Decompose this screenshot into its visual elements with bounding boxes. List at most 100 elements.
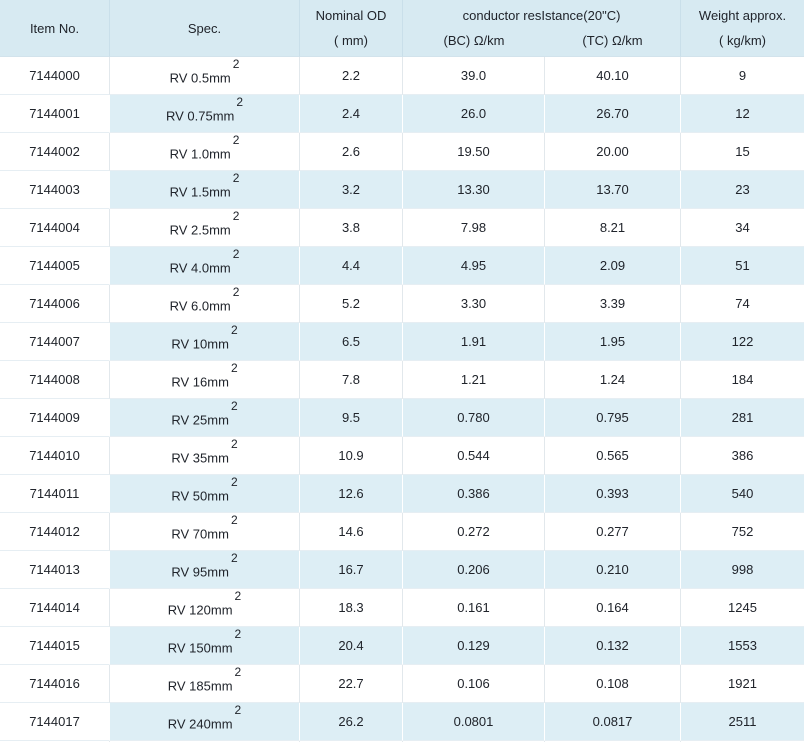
bc-resistance-cell: 0.386 xyxy=(403,475,545,513)
weight-cell: 1921 xyxy=(681,665,804,703)
bc-resistance-cell: 0.106 xyxy=(403,665,545,703)
nominal-od-cell: 18.3 xyxy=(300,589,403,627)
spec-cell: RV 185mm2 xyxy=(110,665,300,703)
nominal-od-cell: 12.6 xyxy=(300,475,403,513)
tc-resistance-cell: 1.95 xyxy=(545,323,682,361)
spec-cell: RV 2.5mm2 xyxy=(110,209,300,247)
spec-superscript: 2 xyxy=(230,475,238,489)
header-row: Item No. Spec. Nominal OD ( mm) conducto… xyxy=(0,0,804,57)
header-weight: Weight approx. ( kg/km) xyxy=(681,0,804,57)
bc-resistance-cell: 1.91 xyxy=(403,323,545,361)
tc-resistance-cell: 20.00 xyxy=(545,133,682,171)
table-row: 7144013 RV 95mm2 16.7 0.206 0.210 998 xyxy=(0,551,804,589)
nominal-od-cell: 5.2 xyxy=(300,285,403,323)
item-no-cell: 7144004 xyxy=(0,209,110,247)
tc-resistance-cell: 1.24 xyxy=(545,361,682,399)
nominal-od-cell: 9.5 xyxy=(300,399,403,437)
tc-resistance-cell: 0.277 xyxy=(545,513,682,551)
table-row: 7144001 RV 0.75mm2 2.4 26.0 26.70 12 xyxy=(0,95,804,133)
spec-superscript: 2 xyxy=(234,703,242,717)
header-spec-label: Spec. xyxy=(187,20,222,36)
spec-text: RV 25mm xyxy=(171,412,229,428)
spec-superscript: 2 xyxy=(234,665,242,679)
table-row: 7144006 RV 6.0mm2 5.2 3.30 3.39 74 xyxy=(0,285,804,323)
tc-resistance-cell: 40.10 xyxy=(545,57,682,95)
spec-cell: RV 1.5mm2 xyxy=(110,171,300,209)
spec-cell: RV 150mm2 xyxy=(110,627,300,665)
table-row: 7144014 RV 120mm2 18.3 0.161 0.164 1245 xyxy=(0,589,804,627)
nominal-od-cell: 3.8 xyxy=(300,209,403,247)
weight-cell: 51 xyxy=(681,247,804,285)
spec-text: RV 150mm xyxy=(167,640,233,656)
item-no-cell: 7144012 xyxy=(0,513,110,551)
spec-text: RV 0.75mm xyxy=(165,108,235,124)
bc-resistance-cell: 7.98 xyxy=(403,209,545,247)
bc-resistance-cell: 0.206 xyxy=(403,551,545,589)
nominal-od-cell: 26.2 xyxy=(300,703,403,741)
spec-text: RV 120mm xyxy=(167,602,233,618)
header-spec: Spec. xyxy=(110,0,300,57)
weight-cell: 34 xyxy=(681,209,804,247)
table-row: 7144007 RV 10mm2 6.5 1.91 1.95 122 xyxy=(0,323,804,361)
nominal-od-cell: 16.7 xyxy=(300,551,403,589)
header-nominal-od: Nominal OD ( mm) xyxy=(300,0,403,57)
bc-resistance-cell: 19.50 xyxy=(403,133,545,171)
item-no-cell: 7144005 xyxy=(0,247,110,285)
item-no-cell: 7144007 xyxy=(0,323,110,361)
item-no-cell: 7144014 xyxy=(0,589,110,627)
bc-resistance-cell: 0.272 xyxy=(403,513,545,551)
nominal-od-cell: 7.8 xyxy=(300,361,403,399)
table-row: 7144005 RV 4.0mm2 4.4 4.95 2.09 51 xyxy=(0,247,804,285)
header-conductor-resistance-title: conductor resIstance(20"C) xyxy=(462,8,621,23)
nominal-od-cell: 4.4 xyxy=(300,247,403,285)
tc-resistance-cell: 0.795 xyxy=(545,399,682,437)
item-no-cell: 7144008 xyxy=(0,361,110,399)
nominal-od-cell: 14.6 xyxy=(300,513,403,551)
item-no-cell: 7144015 xyxy=(0,627,110,665)
spec-superscript: 2 xyxy=(232,209,240,223)
spec-superscript: 2 xyxy=(232,247,240,261)
table-row: 7144002 RV 1.0mm2 2.6 19.50 20.00 15 xyxy=(0,133,804,171)
spec-superscript: 2 xyxy=(230,323,238,337)
tc-resistance-cell: 0.164 xyxy=(545,589,682,627)
spec-superscript: 2 xyxy=(230,551,238,565)
spec-text: RV 16mm xyxy=(171,374,229,390)
spec-cell: RV 4.0mm2 xyxy=(110,247,300,285)
spec-text: RV 240mm xyxy=(167,716,233,732)
bc-resistance-cell: 0.780 xyxy=(403,399,545,437)
table-header: Item No. Spec. Nominal OD ( mm) conducto… xyxy=(0,0,804,57)
table-row: 7144012 RV 70mm2 14.6 0.272 0.277 752 xyxy=(0,513,804,551)
bc-resistance-cell: 0.0801 xyxy=(403,703,545,741)
item-no-cell: 7144006 xyxy=(0,285,110,323)
weight-cell: 2511 xyxy=(681,703,804,741)
weight-cell: 23 xyxy=(681,171,804,209)
table-row: 7144015 RV 150mm2 20.4 0.129 0.132 1553 xyxy=(0,627,804,665)
bc-resistance-cell: 39.0 xyxy=(403,57,545,95)
item-no-cell: 7144002 xyxy=(0,133,110,171)
spec-cell: RV 6.0mm2 xyxy=(110,285,300,323)
weight-cell: 184 xyxy=(681,361,804,399)
spec-cell: RV 240mm2 xyxy=(110,703,300,741)
spec-superscript: 2 xyxy=(232,285,240,299)
header-item-no: Item No. xyxy=(0,0,110,57)
nominal-od-cell: 3.2 xyxy=(300,171,403,209)
tc-resistance-cell: 13.70 xyxy=(545,171,682,209)
spec-superscript: 2 xyxy=(232,171,240,185)
item-no-cell: 7144013 xyxy=(0,551,110,589)
weight-cell: 540 xyxy=(681,475,804,513)
table-row: 7144009 RV 25mm2 9.5 0.780 0.795 281 xyxy=(0,399,804,437)
table-row: 7144004 RV 2.5mm2 3.8 7.98 8.21 34 xyxy=(0,209,804,247)
spec-cell: RV 35mm2 xyxy=(110,437,300,475)
table-row: 7144011 RV 50mm2 12.6 0.386 0.393 540 xyxy=(0,475,804,513)
bc-resistance-cell: 0.129 xyxy=(403,627,545,665)
table-row: 7144003 RV 1.5mm2 3.2 13.30 13.70 23 xyxy=(0,171,804,209)
weight-cell: 122 xyxy=(681,323,804,361)
header-bc-label: (BC) Ω/km xyxy=(443,33,505,48)
item-no-cell: 7144011 xyxy=(0,475,110,513)
bc-resistance-cell: 1.21 xyxy=(403,361,545,399)
spec-text: RV 185mm xyxy=(167,678,233,694)
spec-superscript: 2 xyxy=(232,133,240,147)
weight-cell: 12 xyxy=(681,95,804,133)
spec-cell: RV 120mm2 xyxy=(110,589,300,627)
